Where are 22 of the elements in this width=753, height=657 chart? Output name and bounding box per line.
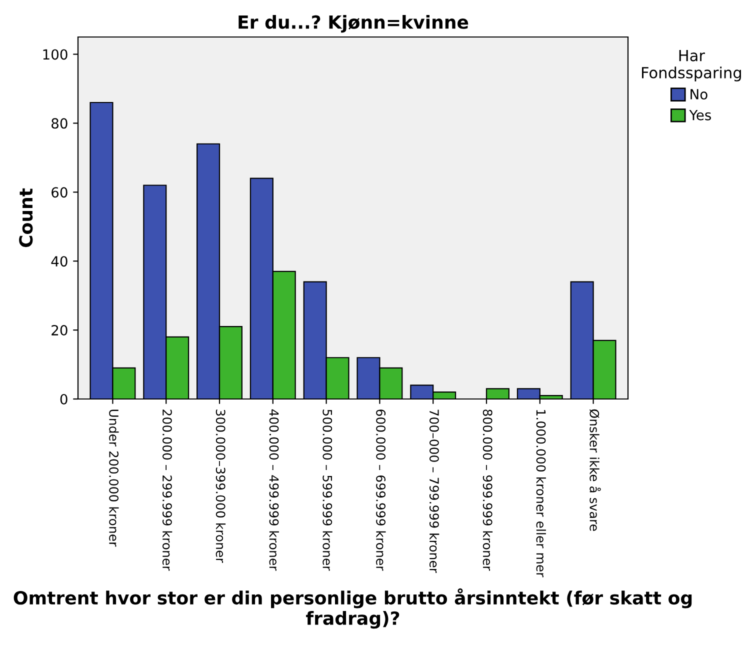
legend-label: No [690, 89, 708, 100]
y-tick-label: 80 [52, 118, 68, 129]
y-tick-label: 20 [52, 325, 68, 336]
x-tick-label: Under 200.000 kroner [109, 410, 119, 547]
y-tick-label: 40 [51, 256, 68, 267]
chart-title: Er du...? Kjønn=kvinne [238, 14, 468, 33]
x-tick-label: 700–000 – 799.999 kroner [429, 410, 440, 574]
y-tick-label: 60 [52, 187, 68, 198]
x-tick-label: Ønsker ikke å svare [589, 409, 601, 531]
x-axis-title: Omtrent hvor stor er din personlige brutto årsinntekt (før skatt og fradrag)? [14, 588, 692, 629]
x-tick-label: 600.000 – 699.999 kroner [376, 410, 386, 571]
x-tick-label: 1.000.000 kroner eller mer [536, 410, 546, 578]
x-tick-label: 500.000 – 599.999 kroner [322, 410, 332, 571]
legend-title: Har Fondssparing [642, 50, 741, 82]
x-tick-label: 400.000 – 499.999 kroner [269, 409, 279, 571]
y-tick-label: 100 [43, 49, 68, 60]
x-tick-label: 800.000 – 999.999 kroner [482, 410, 493, 571]
legend-label: Yes [689, 110, 711, 120]
x-tick-label: 200.000 – 299.999 kroner [162, 410, 172, 571]
y-axis-title: Count [19, 188, 33, 248]
y-tick-label: 0 [60, 394, 68, 404]
x-tick-label: 300.000–399.000 kroner [216, 410, 226, 563]
